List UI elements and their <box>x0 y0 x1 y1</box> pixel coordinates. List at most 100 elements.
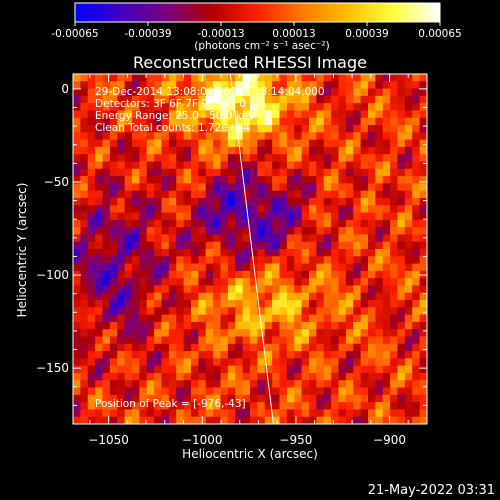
heatmap-cell <box>331 234 340 243</box>
heatmap-cell <box>220 161 229 170</box>
heatmap-cell <box>345 365 354 374</box>
heatmap-cell <box>161 219 170 228</box>
heatmap-cell <box>80 292 89 301</box>
heatmap-cell <box>257 292 266 301</box>
heatmap-cell <box>316 168 325 177</box>
heatmap-cell <box>146 212 155 221</box>
heatmap-cell <box>294 219 303 228</box>
heatmap-cell <box>286 329 295 337</box>
heatmap-cell <box>102 197 111 206</box>
heatmap-cell <box>124 278 133 286</box>
heatmap-cell <box>198 212 207 221</box>
heatmap-cell <box>132 197 140 206</box>
heatmap-cell <box>139 351 148 359</box>
heatmap-cell <box>390 372 399 381</box>
heatmap-cell <box>382 372 391 381</box>
heatmap-cell <box>80 314 89 323</box>
heatmap-cell <box>360 197 369 206</box>
heatmap-cell <box>191 270 199 279</box>
heatmap-cell <box>412 190 421 199</box>
heatmap-cell <box>176 300 185 308</box>
heatmap-cell <box>286 314 295 323</box>
heatmap-cell <box>353 139 362 148</box>
heatmap-cell <box>220 365 229 374</box>
heatmap-cell <box>154 95 163 104</box>
heatmap-cell <box>198 132 207 141</box>
heatmap-cell <box>301 205 310 214</box>
heatmap-cell <box>154 146 163 155</box>
heatmap-cell <box>360 110 369 119</box>
heatmap-cell <box>250 307 258 316</box>
heatmap-cell <box>198 154 207 162</box>
heatmap-cell <box>80 241 89 250</box>
heatmap-cell <box>338 234 347 243</box>
heatmap-cell <box>257 219 266 228</box>
heatmap-cell <box>95 307 104 316</box>
heatmap-cell <box>279 190 288 199</box>
heatmap-cell <box>286 197 295 206</box>
heatmap-cell <box>80 212 89 221</box>
heatmap-cell <box>154 307 163 316</box>
heatmap-cell <box>109 292 118 301</box>
heatmap-cell <box>109 387 118 396</box>
heatmap-cell <box>102 139 111 148</box>
heatmap-cell <box>205 336 214 345</box>
heatmap-cell <box>397 190 406 199</box>
heatmap-cell <box>124 249 133 257</box>
heatmap-cell <box>375 176 384 184</box>
heatmap-cell <box>375 110 384 119</box>
heatmap-cell <box>250 358 258 367</box>
heatmap-cell <box>368 197 376 206</box>
heatmap-cell <box>272 416 281 424</box>
heatmap-cell <box>213 358 222 367</box>
y-tick-label: −100 <box>36 268 69 282</box>
heatmap-cell <box>102 387 111 396</box>
heatmap-cell <box>161 125 170 133</box>
heatmap-cell <box>345 74 354 82</box>
heatmap-cell <box>227 241 236 250</box>
heatmap-cell <box>294 365 303 374</box>
heatmap-cell <box>353 387 362 396</box>
heatmap-cell <box>154 117 163 126</box>
heatmap-cell <box>264 212 273 221</box>
heatmap-cell <box>397 74 406 82</box>
heatmap-cell <box>368 161 376 170</box>
heatmap-cell <box>272 278 281 286</box>
heatmap-cell <box>227 256 236 265</box>
heatmap-cell <box>198 227 207 235</box>
heatmap-cell <box>109 358 118 367</box>
x-tick-label: −900 <box>373 433 406 447</box>
heatmap-cell <box>73 154 81 162</box>
x-tick-label: −1050 <box>88 433 129 447</box>
heatmap-cell <box>124 263 133 272</box>
heatmap-cell <box>80 336 89 345</box>
heatmap-cell <box>124 132 133 141</box>
heatmap-cell <box>397 372 406 381</box>
heatmap-cell <box>132 219 140 228</box>
heatmap-cell <box>404 300 413 308</box>
heatmap-cell <box>294 402 303 410</box>
heatmap-cell <box>257 263 266 272</box>
heatmap-cell <box>404 372 413 381</box>
heatmap-cell <box>250 117 258 126</box>
heatmap-cell <box>242 336 251 345</box>
heatmap-cell <box>316 416 325 424</box>
heatmap-cell <box>183 95 192 104</box>
heatmap-cell <box>95 183 104 192</box>
heatmap-cell <box>227 365 236 374</box>
heatmap-cell <box>338 409 347 418</box>
heatmap-cell <box>323 278 332 286</box>
heatmap-cell <box>109 205 118 214</box>
heatmap-cell <box>250 190 258 199</box>
heatmap-cell <box>279 365 288 374</box>
heatmap-cell <box>154 292 163 301</box>
heatmap-cell <box>132 336 140 345</box>
heatmap-cell <box>205 161 214 170</box>
heatmap-cell <box>109 88 118 97</box>
heatmap-cell <box>404 190 413 199</box>
heatmap-cell <box>191 278 199 286</box>
heatmap-cell <box>198 241 207 250</box>
heatmap-cell <box>323 88 332 97</box>
heatmap-cell <box>227 154 236 162</box>
heatmap-cell <box>80 103 89 111</box>
